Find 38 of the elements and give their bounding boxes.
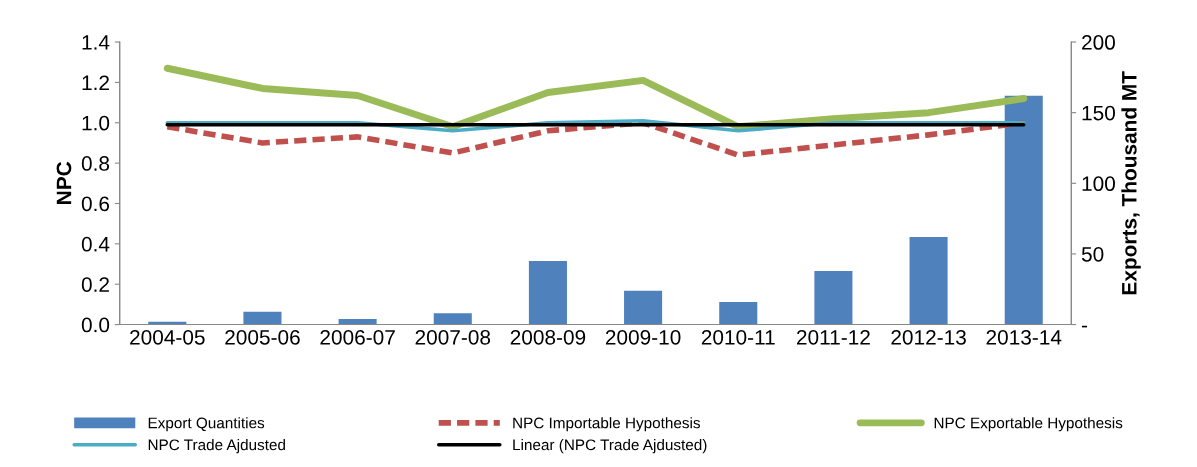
x-tick-label: 2011-12 <box>797 329 870 345</box>
y2-tick-label: 100 <box>1082 176 1115 192</box>
x-tick-label: 2006-07 <box>320 329 395 345</box>
y2-axis-title: Exports, Thousand MT <box>1121 71 1141 295</box>
bar <box>719 301 758 325</box>
x-tick-label: 2013-14 <box>986 329 1062 345</box>
y-tick-label: 1.4 <box>82 35 110 50</box>
x-tick-label: 2009-10 <box>605 329 681 345</box>
y-tick-label: 0.6 <box>81 196 110 212</box>
y2-tick-label: 50 <box>1081 246 1104 262</box>
bar <box>624 290 663 325</box>
legend-label: Linear (NPC Trade Ajdusted) <box>513 439 707 454</box>
bar <box>909 236 948 325</box>
x-tick-label: 2010-11 <box>701 329 775 345</box>
legend-label: NPC Exportable Hypothesis <box>934 417 1123 432</box>
x-tick-label: 2008-09 <box>510 329 586 345</box>
y-tick-label: 1.0 <box>82 115 110 131</box>
x-tick-label: 2004-05 <box>130 329 205 345</box>
legend-label: NPC Trade Ajdusted <box>148 439 285 454</box>
bar <box>814 270 853 325</box>
bar <box>243 311 282 325</box>
y2-tick-label: 150 <box>1082 105 1115 121</box>
bar <box>1004 95 1043 325</box>
x-tick-label: 2005-06 <box>225 329 300 345</box>
bar <box>528 260 567 325</box>
x-tick-label: 2007-08 <box>415 329 491 345</box>
y-tick-label: 0.0 <box>81 317 110 333</box>
x-tick-label: 2012-13 <box>891 329 966 345</box>
y-tick-label: 1.2 <box>82 75 109 90</box>
y-tick-label: 0.4 <box>81 236 110 252</box>
y2-tick-label: 200 <box>1082 35 1115 50</box>
bar <box>433 313 472 325</box>
y-axis-title: NPC <box>56 161 72 204</box>
legend-label: Export Quantities <box>148 417 265 432</box>
y-tick-label: 0.2 <box>81 277 109 292</box>
legend-label: NPC Importable Hypothesis <box>513 417 700 432</box>
y-tick-label: 0.8 <box>81 156 110 171</box>
y2-tick-label: - <box>1081 325 1088 328</box>
